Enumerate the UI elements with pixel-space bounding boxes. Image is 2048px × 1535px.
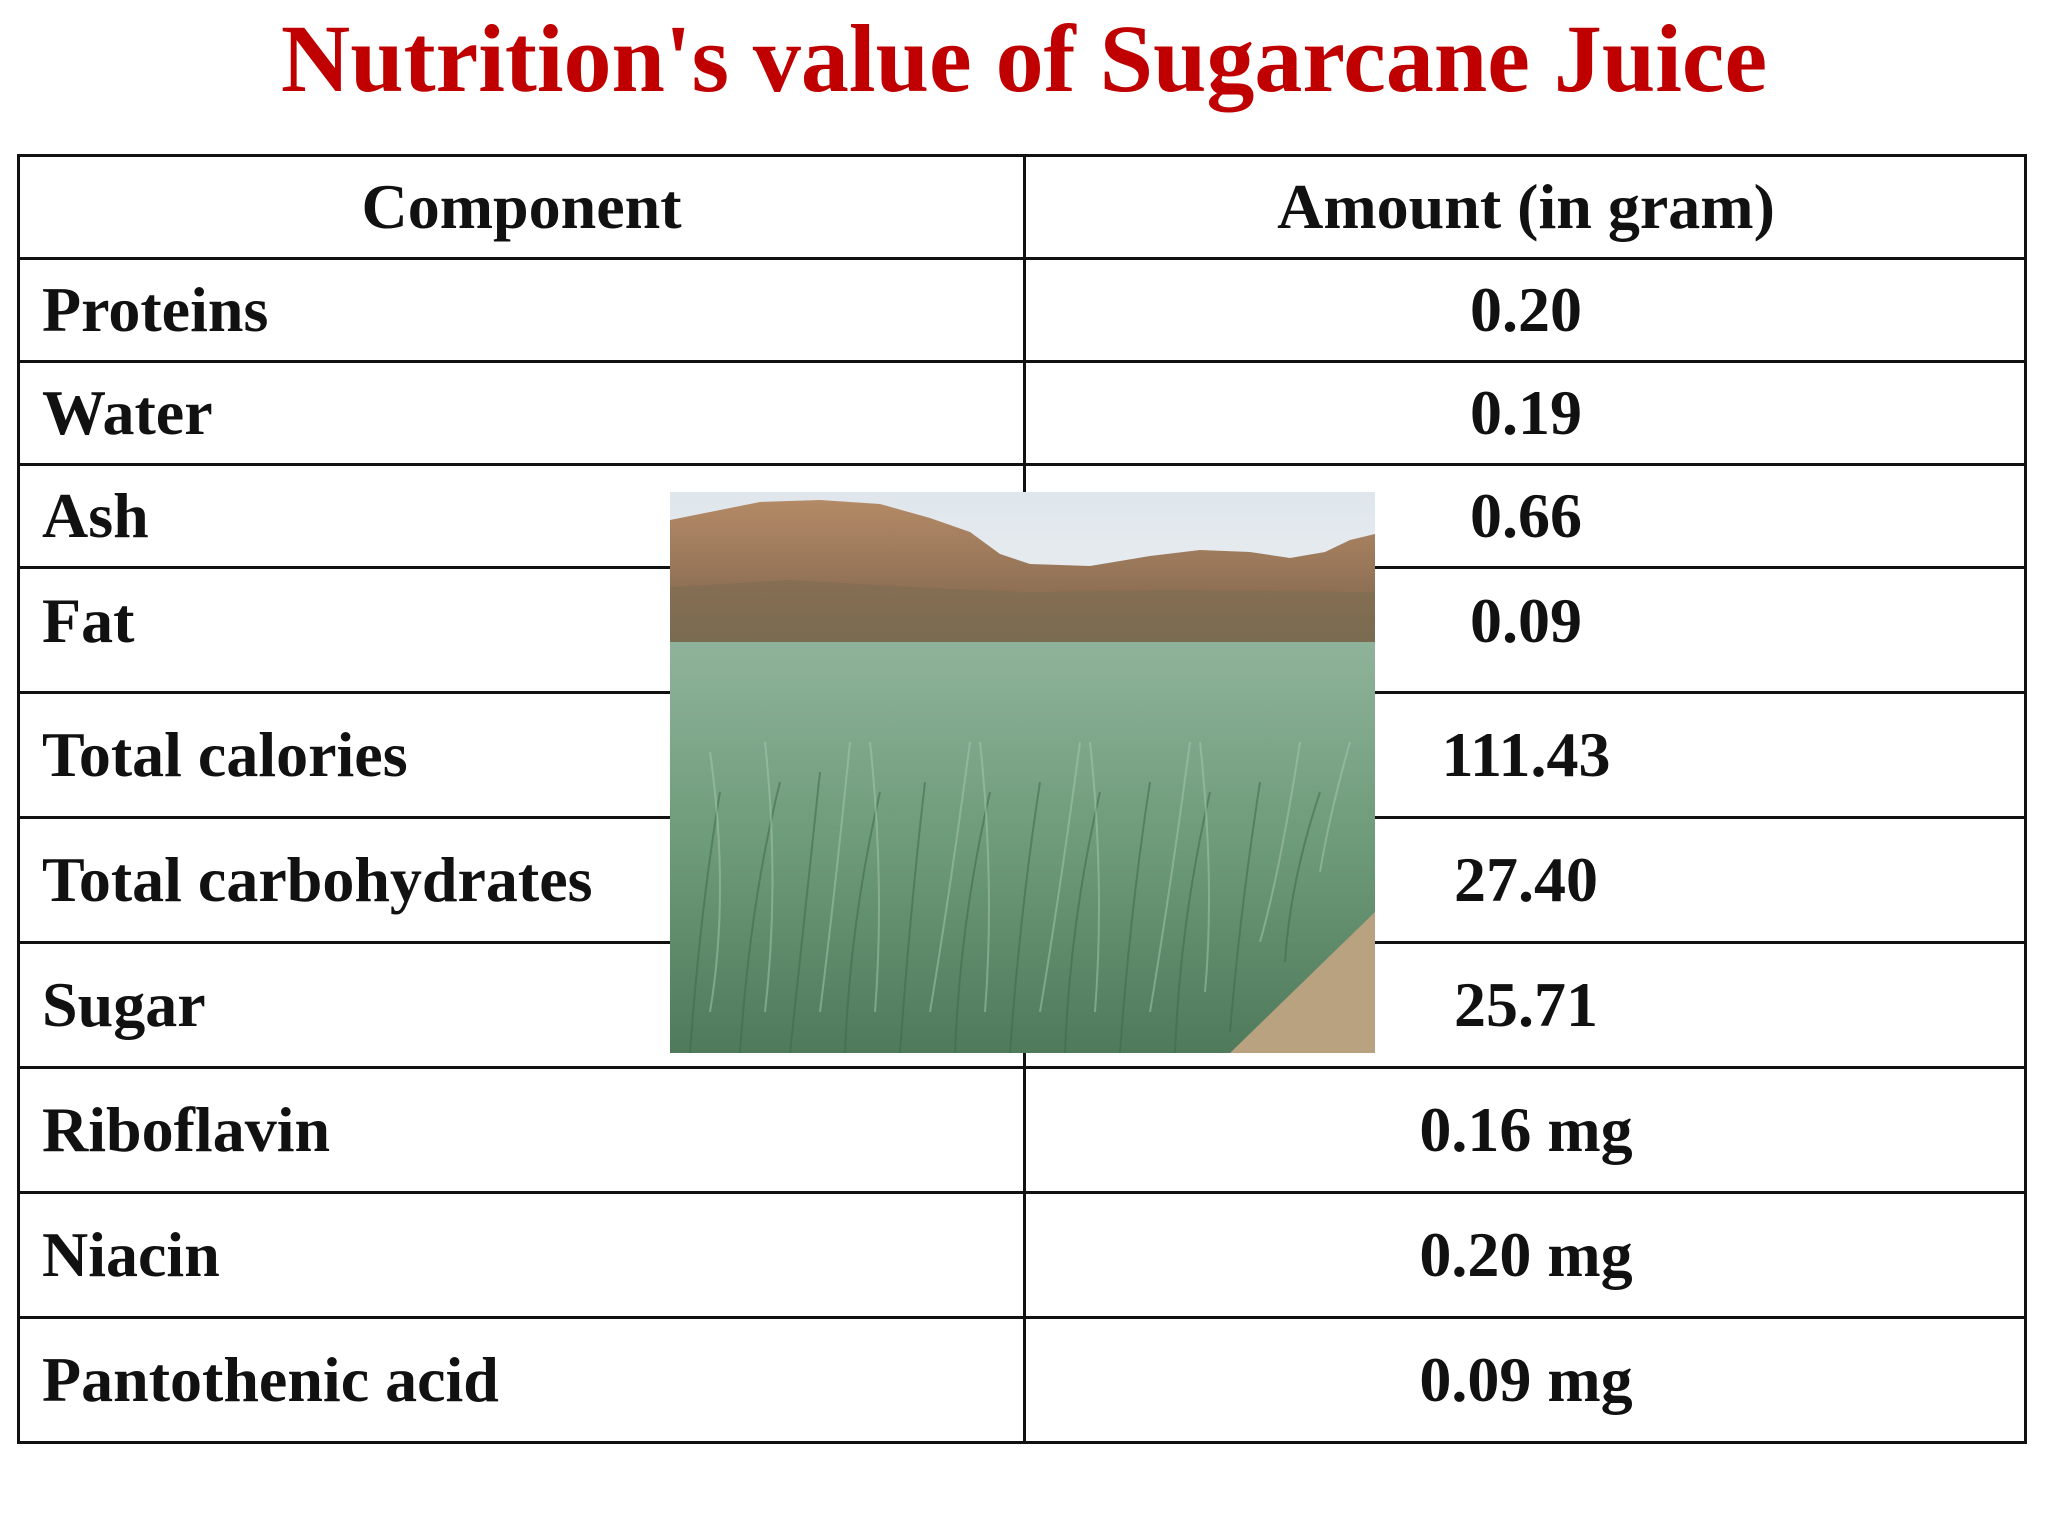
component-name: Sugar xyxy=(42,969,206,1040)
page-title: Nutrition's value of Sugarcane Juice xyxy=(280,5,1768,112)
table-row: Water 0.19 xyxy=(20,363,2024,466)
table-row: Niacin 0.20 mg xyxy=(20,1194,2024,1319)
component-name: Proteins xyxy=(42,274,269,345)
component-amount: 27.40 xyxy=(1454,844,1598,915)
component-name: Niacin xyxy=(42,1219,220,1290)
component-amount: 0.09 xyxy=(1470,584,1582,656)
component-name: Ash xyxy=(42,480,149,551)
component-name: Pantothenic acid xyxy=(42,1344,499,1415)
crop-field xyxy=(670,642,1375,1053)
component-name: Total calories xyxy=(42,719,408,790)
component-name: Total carbohydrates xyxy=(42,844,593,915)
component-amount: 0.16 mg xyxy=(1419,1094,1633,1165)
table-row: Proteins 0.20 xyxy=(20,260,2024,363)
component-amount: 25.71 xyxy=(1454,969,1598,1040)
component-amount: 0.20 mg xyxy=(1419,1219,1633,1290)
component-amount: 0.09 mg xyxy=(1419,1344,1633,1415)
component-name: Fat xyxy=(42,584,135,656)
header-component: Component xyxy=(361,171,682,242)
table-row: Pantothenic acid 0.09 mg xyxy=(20,1319,2024,1441)
component-amount: 0.19 xyxy=(1470,377,1582,448)
sugarcane-field-photo xyxy=(670,492,1375,1053)
table-header-row: Component Amount (in gram) xyxy=(20,157,2024,260)
component-amount: 0.66 xyxy=(1470,480,1582,551)
component-name: Water xyxy=(42,377,213,448)
table-row: Riboflavin 0.16 mg xyxy=(20,1069,2024,1194)
soil-path xyxy=(1230,912,1375,1053)
header-amount: Amount (in gram) xyxy=(1277,171,1775,242)
component-amount: 0.20 xyxy=(1470,274,1582,345)
table-row: Sugar 25.71 xyxy=(20,944,2024,1069)
component-name: Riboflavin xyxy=(42,1094,331,1165)
nutrition-table: Component Amount (in gram) Proteins 0.20… xyxy=(17,154,2027,1444)
component-amount: 111.43 xyxy=(1441,719,1611,790)
